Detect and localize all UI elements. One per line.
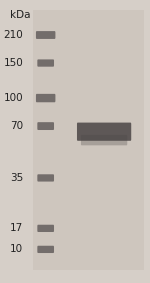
- FancyBboxPatch shape: [36, 94, 55, 102]
- Text: 210: 210: [4, 30, 23, 40]
- FancyBboxPatch shape: [37, 246, 54, 253]
- FancyBboxPatch shape: [33, 10, 144, 270]
- FancyBboxPatch shape: [37, 225, 54, 232]
- FancyBboxPatch shape: [37, 174, 54, 182]
- Text: 150: 150: [4, 58, 23, 68]
- FancyBboxPatch shape: [37, 59, 54, 67]
- Text: 70: 70: [10, 121, 23, 131]
- Text: 100: 100: [4, 93, 23, 103]
- Text: 35: 35: [10, 173, 23, 183]
- FancyBboxPatch shape: [77, 123, 131, 141]
- FancyBboxPatch shape: [36, 31, 55, 39]
- Text: kDa: kDa: [10, 10, 31, 20]
- Text: 17: 17: [10, 223, 23, 233]
- FancyBboxPatch shape: [37, 122, 54, 130]
- FancyBboxPatch shape: [81, 135, 127, 145]
- Text: 10: 10: [10, 245, 23, 254]
